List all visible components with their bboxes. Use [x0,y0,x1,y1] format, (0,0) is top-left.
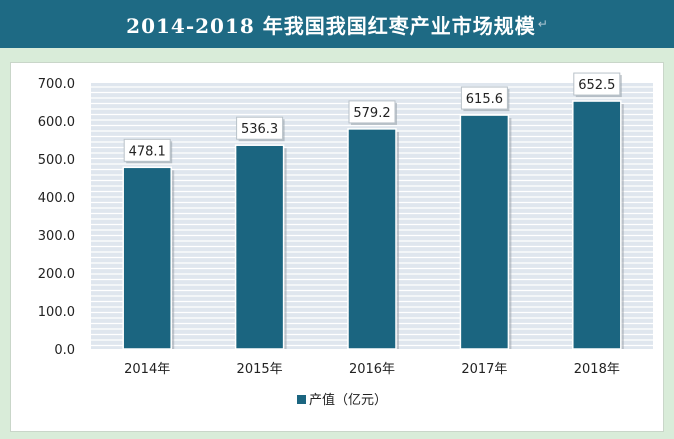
chart-panel: 0.0 100.0 200.0 300.0 400.0 500.0 600.0 700.0 47… [10,62,664,432]
data-label-box [236,116,284,140]
y-tick-label: 0.0 [54,343,75,358]
y-tick-label: 700.0 [38,77,75,92]
y-tick-label: 100.0 [38,305,75,320]
y-tick-label: 400.0 [38,191,75,206]
legend-label: 产值（亿元） [309,392,387,408]
x-tick-label: 2018年 [574,362,620,377]
x-tick-label: 2015年 [237,362,283,377]
data-label: 652.5 [578,78,615,93]
bar [459,114,510,350]
y-tick-label: 500.0 [38,153,75,168]
data-label: 615.6 [466,92,503,107]
title-bar: 2014-2018 年我国我国红枣产业市场规模 ↵ [0,0,674,48]
legend-swatch [297,395,306,404]
x-tick-label: 2016年 [349,362,395,377]
data-label: 478.1 [129,144,166,159]
data-label-box [348,100,396,124]
y-tick-label: 300.0 [38,229,75,244]
data-label-box [123,138,171,162]
y-tick-label: 200.0 [38,267,75,282]
data-label-box [573,72,621,96]
chart-title: 2014-2018 年我国我国红枣产业市场规模 [126,13,536,38]
data-label: 579.2 [353,106,390,121]
paragraph-mark-icon: ↵ [537,17,548,31]
bar [234,144,285,350]
bar [572,100,622,350]
y-tick-label: 600.0 [38,115,75,130]
data-label-box [460,86,508,110]
x-tick-label: 2014年 [124,362,170,377]
bar [122,166,172,350]
bar-chart: 0.0 100.0 200.0 300.0 400.0 500.0 600.0 700.0 47… [38,72,653,408]
data-label: 536.3 [241,122,278,137]
bar [347,128,397,350]
x-tick-label: 2017年 [461,362,507,377]
